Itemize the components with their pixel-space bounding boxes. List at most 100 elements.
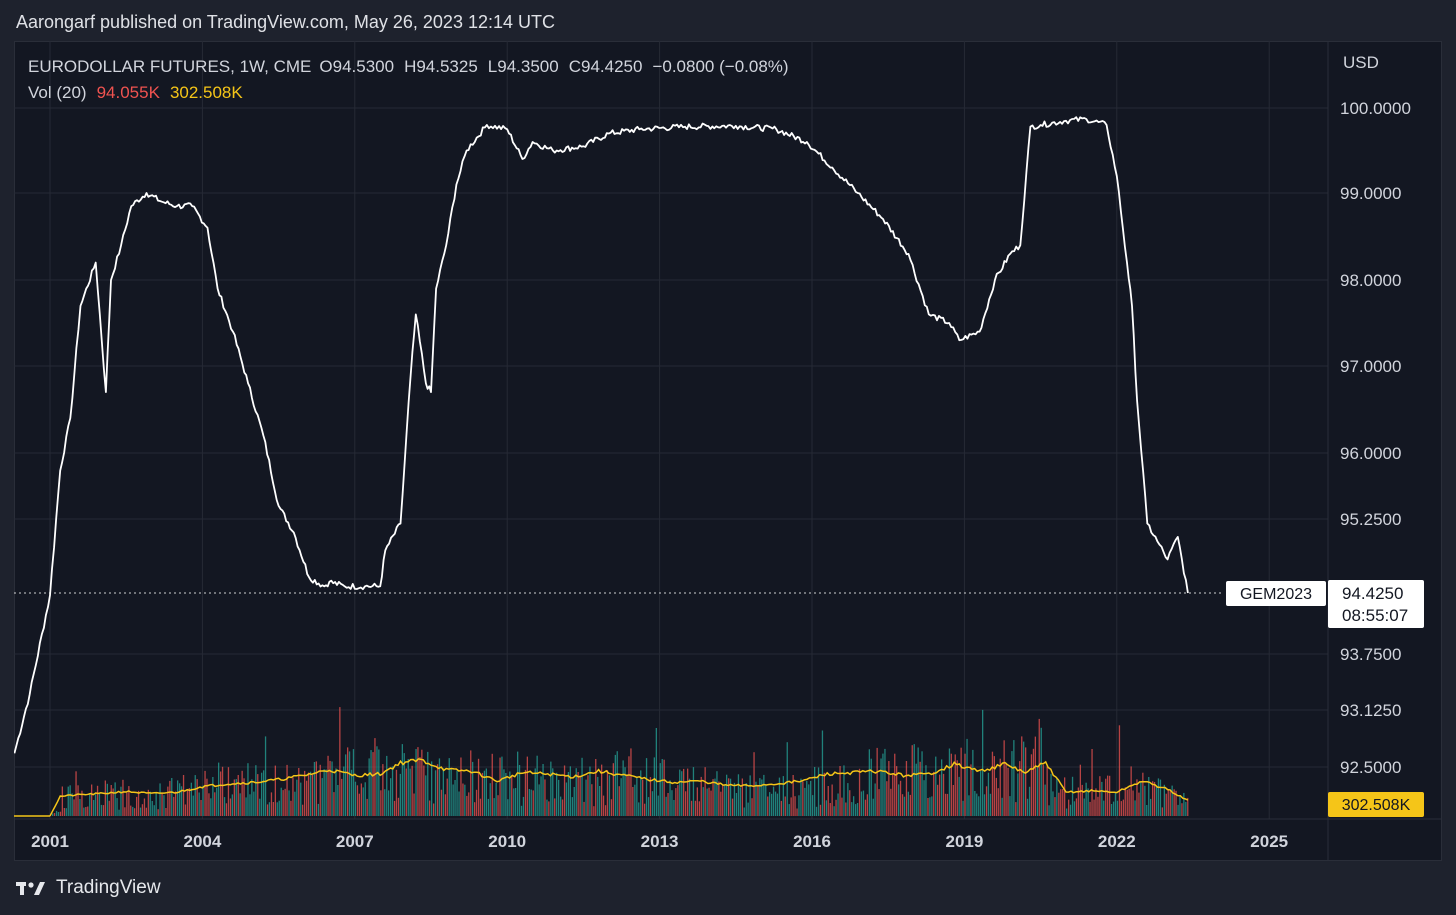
volume-bar <box>526 756 528 816</box>
volume-bar <box>1187 797 1189 816</box>
volume-bar <box>472 761 474 816</box>
volume-bar <box>675 788 677 816</box>
volume-bar <box>487 798 489 816</box>
volume-bar <box>372 752 374 816</box>
volume-bar <box>765 785 767 816</box>
currency-label: USD <box>1343 53 1379 72</box>
volume-bar <box>817 767 820 816</box>
volume-bar <box>393 800 396 816</box>
volume-bar <box>198 792 200 816</box>
volume-bar <box>712 779 714 816</box>
volume-bar <box>800 778 802 816</box>
volume-bar <box>167 786 169 816</box>
volume-bar <box>921 751 923 816</box>
volume-bar <box>567 772 570 816</box>
volume-bar <box>1110 804 1113 816</box>
footer-brand[interactable]: TradingView <box>16 876 161 900</box>
volume-bar <box>577 772 579 816</box>
volume-bar <box>307 772 310 816</box>
volume-bar <box>1105 778 1107 816</box>
year-tick-label: 2004 <box>183 832 221 851</box>
volume-bar <box>339 707 341 816</box>
volume-bar <box>560 796 562 816</box>
volume-bar <box>456 770 458 816</box>
volume-bar <box>477 758 480 816</box>
volume-bar <box>1124 787 1126 816</box>
volume-bar <box>579 776 581 816</box>
volume-bar <box>261 772 263 816</box>
volume-bar <box>780 800 782 816</box>
volume-bar <box>821 730 824 816</box>
volume-bar <box>151 801 153 816</box>
volume-bar <box>1075 798 1078 816</box>
volume-bar <box>884 748 886 816</box>
volume-bar <box>880 758 882 816</box>
volume-bar <box>255 765 257 816</box>
volume-bar <box>1130 766 1132 816</box>
volume-bar <box>132 806 134 816</box>
volume-bar <box>1091 749 1093 816</box>
volume-bar <box>175 791 177 816</box>
volume-bar <box>604 805 607 816</box>
volume-bar <box>374 738 376 816</box>
volume-bar <box>218 762 220 816</box>
volume-bar <box>489 783 491 816</box>
volume-bar <box>747 802 749 816</box>
volume-bar <box>188 788 190 816</box>
volume-bar <box>442 768 444 816</box>
volume-bar <box>833 806 835 816</box>
volume-bar <box>311 775 314 816</box>
volume-bar <box>194 775 196 816</box>
volume-bar <box>1161 807 1163 816</box>
volume-bar <box>159 783 161 816</box>
volume-bar <box>202 785 204 816</box>
volume-bar <box>870 758 872 816</box>
volume-bar <box>657 795 659 816</box>
volume-bar <box>298 768 300 816</box>
volume-bar <box>278 800 280 816</box>
volume-bar <box>847 783 849 816</box>
volume-bar <box>391 766 394 816</box>
volume-bar <box>122 779 124 816</box>
volume-bar <box>91 784 93 816</box>
volume-bar <box>485 768 487 816</box>
volume-bar <box>645 758 648 816</box>
legend-l-label: L <box>488 57 497 76</box>
volume-bar <box>1032 748 1035 816</box>
volume-bar <box>837 793 839 816</box>
volume-bar <box>898 784 900 816</box>
volume-bar <box>827 786 829 816</box>
volume-bar <box>991 751 994 816</box>
volume-bar <box>409 768 411 816</box>
volume-bar <box>1171 785 1173 816</box>
volume-bar <box>501 756 503 816</box>
volume-bar <box>112 788 114 816</box>
volume-bar <box>245 797 247 816</box>
volume-bar <box>950 753 952 816</box>
volume-bar <box>702 787 704 816</box>
volume-bar <box>638 802 640 816</box>
volume-bar <box>575 768 577 816</box>
volume-bar <box>1046 766 1048 816</box>
volume-bar <box>941 759 943 816</box>
volume-bar <box>644 803 646 816</box>
volume-bar <box>1044 784 1046 816</box>
volume-bar <box>1148 777 1150 816</box>
volume-bar <box>872 798 874 816</box>
volume-bar <box>1099 776 1101 816</box>
volume-bar <box>403 753 405 816</box>
volume-bar <box>319 764 321 816</box>
chart-svg[interactable]: 100.0000 99.0000 98.0000 97.0000 96.0000 95.2… <box>14 41 1442 861</box>
volume-bar <box>1083 798 1085 816</box>
volume-bar <box>108 800 110 816</box>
volume-bar <box>1183 792 1185 816</box>
volume-bar <box>782 776 784 816</box>
volume-bar <box>155 792 157 816</box>
volume-bar <box>317 803 319 816</box>
volume-bar <box>1136 779 1138 816</box>
volume-bar <box>266 804 269 816</box>
volume-bar <box>917 747 919 816</box>
volume-bar <box>972 749 974 816</box>
volume-bar <box>792 775 794 816</box>
volume-bar <box>909 794 911 816</box>
